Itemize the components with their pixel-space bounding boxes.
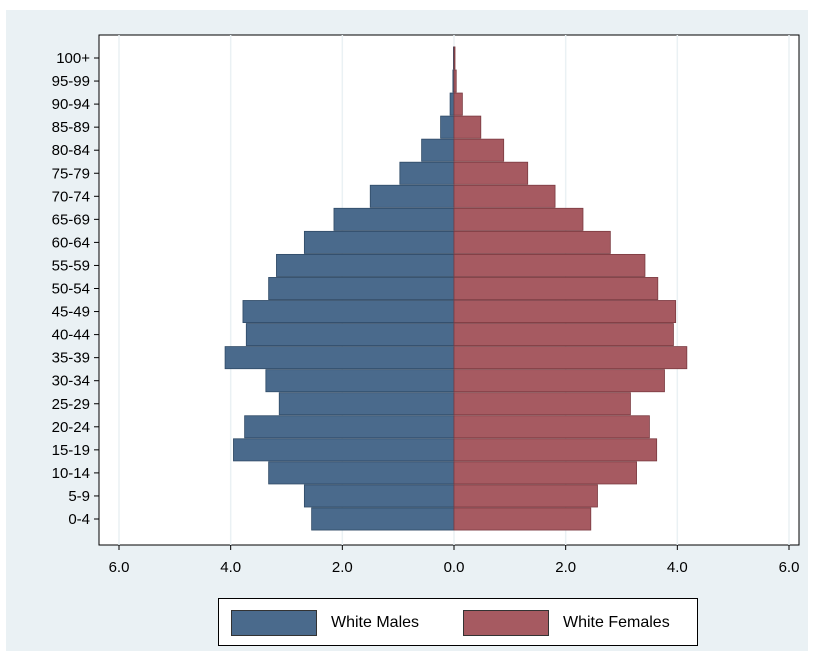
legend-label-white-females: White Females bbox=[563, 614, 670, 631]
y-tick-label: 10-14 bbox=[52, 465, 90, 482]
y-tick-label: 90-94 bbox=[52, 96, 90, 113]
male-bar-10-14 bbox=[268, 461, 455, 485]
population-pyramid-chart: 0-4 5-9 10-14 15-19 20-24 25-29 30-34 35-39 40-4… bbox=[52, 34, 800, 576]
y-tick-label: 25-29 bbox=[52, 396, 90, 413]
y-tick-label: 45-49 bbox=[52, 304, 90, 321]
y-tick-label: 65-69 bbox=[52, 211, 90, 228]
female-bar-85-89 bbox=[453, 115, 482, 139]
x-tick-label: 2.0 bbox=[332, 559, 353, 576]
y-tick-label: 80-84 bbox=[52, 142, 90, 159]
y-tick-label: 5-9 bbox=[68, 488, 90, 505]
legend-swatch-white-females bbox=[463, 610, 549, 636]
female-bar-60-64 bbox=[453, 230, 611, 254]
female-bar-55-59 bbox=[453, 253, 646, 277]
female-bar-75-79 bbox=[453, 161, 529, 185]
female-bar-0-4 bbox=[453, 507, 592, 531]
y-tick-label: 20-24 bbox=[52, 419, 90, 436]
x-tick-label: 6.0 bbox=[109, 559, 130, 576]
x-tick-label: 2.0 bbox=[555, 559, 576, 576]
legend: White Males White Females bbox=[218, 598, 698, 646]
male-bar-80-84 bbox=[421, 138, 455, 162]
female-bar-20-24 bbox=[453, 415, 650, 439]
y-tick-label: 95-99 bbox=[52, 73, 90, 90]
female-bar-40-44 bbox=[453, 323, 674, 347]
legend-swatch-white-males bbox=[231, 610, 317, 636]
bars bbox=[224, 46, 688, 531]
female-bar-80-84 bbox=[453, 138, 505, 162]
male-bar-70-74 bbox=[369, 184, 455, 208]
male-bar-20-24 bbox=[244, 415, 455, 439]
chart-frame: 0-4 5-9 10-14 15-19 20-24 25-29 30-34 35-39 40-4… bbox=[6, 10, 808, 651]
female-bar-30-34 bbox=[453, 369, 665, 393]
y-axis-tick-labels: 0-4 5-9 10-14 15-19 20-24 25-29 30-34 35-39 40-4… bbox=[52, 50, 99, 528]
y-tick-label: 75-79 bbox=[52, 165, 90, 182]
legend-item-white-males: White Males bbox=[231, 610, 419, 636]
male-bar-45-49 bbox=[242, 300, 455, 324]
y-tick-label: 40-44 bbox=[52, 327, 90, 344]
female-bar-10-14 bbox=[453, 461, 637, 485]
female-bar-25-29 bbox=[453, 392, 631, 416]
y-tick-label: 50-54 bbox=[52, 281, 90, 298]
female-bar-95-99 bbox=[453, 69, 457, 93]
y-tick-label: 85-89 bbox=[52, 119, 90, 136]
female-bar-45-49 bbox=[453, 300, 677, 324]
y-tick-label: 60-64 bbox=[52, 234, 90, 251]
y-tick-label: 100+ bbox=[56, 50, 90, 67]
y-tick-label: 0-4 bbox=[68, 511, 90, 528]
male-bar-85-89 bbox=[440, 115, 455, 139]
male-bar-40-44 bbox=[245, 323, 455, 347]
x-tick-label: 4.0 bbox=[220, 559, 241, 576]
male-bar-35-39 bbox=[224, 346, 455, 370]
male-bar-30-34 bbox=[265, 369, 455, 393]
female-bar-100+ bbox=[453, 46, 456, 70]
x-tick-label: 4.0 bbox=[667, 559, 688, 576]
legend-label-white-males: White Males bbox=[331, 614, 420, 631]
female-bar-70-74 bbox=[453, 184, 556, 208]
y-tick-label: 35-39 bbox=[52, 350, 90, 367]
male-bar-15-19 bbox=[233, 438, 455, 462]
y-tick-label: 70-74 bbox=[52, 188, 90, 205]
male-bar-65-69 bbox=[333, 207, 455, 231]
male-bar-5-9 bbox=[303, 484, 455, 508]
male-bar-0-4 bbox=[311, 507, 455, 531]
female-bar-90-94 bbox=[453, 92, 463, 116]
y-tick-label: 30-34 bbox=[52, 373, 90, 390]
male-bar-25-29 bbox=[278, 392, 455, 416]
female-bar-35-39 bbox=[453, 346, 688, 370]
x-axis-tick-labels: 6.0 4.0 2.0 0.0 2.0 4.0 6.0 bbox=[109, 545, 800, 576]
x-tick-label: 0.0 bbox=[444, 559, 465, 576]
male-bar-60-64 bbox=[303, 230, 455, 254]
female-bar-15-19 bbox=[453, 438, 658, 462]
female-bar-50-54 bbox=[453, 277, 659, 300]
male-bar-50-54 bbox=[268, 277, 455, 300]
female-bar-5-9 bbox=[453, 484, 598, 508]
female-bar-65-69 bbox=[453, 207, 584, 231]
y-tick-label: 55-59 bbox=[52, 257, 90, 274]
male-bar-90-94 bbox=[449, 92, 455, 116]
x-tick-label: 6.0 bbox=[779, 559, 800, 576]
y-tick-label: 15-19 bbox=[52, 442, 90, 459]
male-bar-55-59 bbox=[276, 253, 455, 277]
legend-item-white-females: White Females bbox=[463, 610, 670, 636]
male-bar-75-79 bbox=[399, 161, 455, 185]
